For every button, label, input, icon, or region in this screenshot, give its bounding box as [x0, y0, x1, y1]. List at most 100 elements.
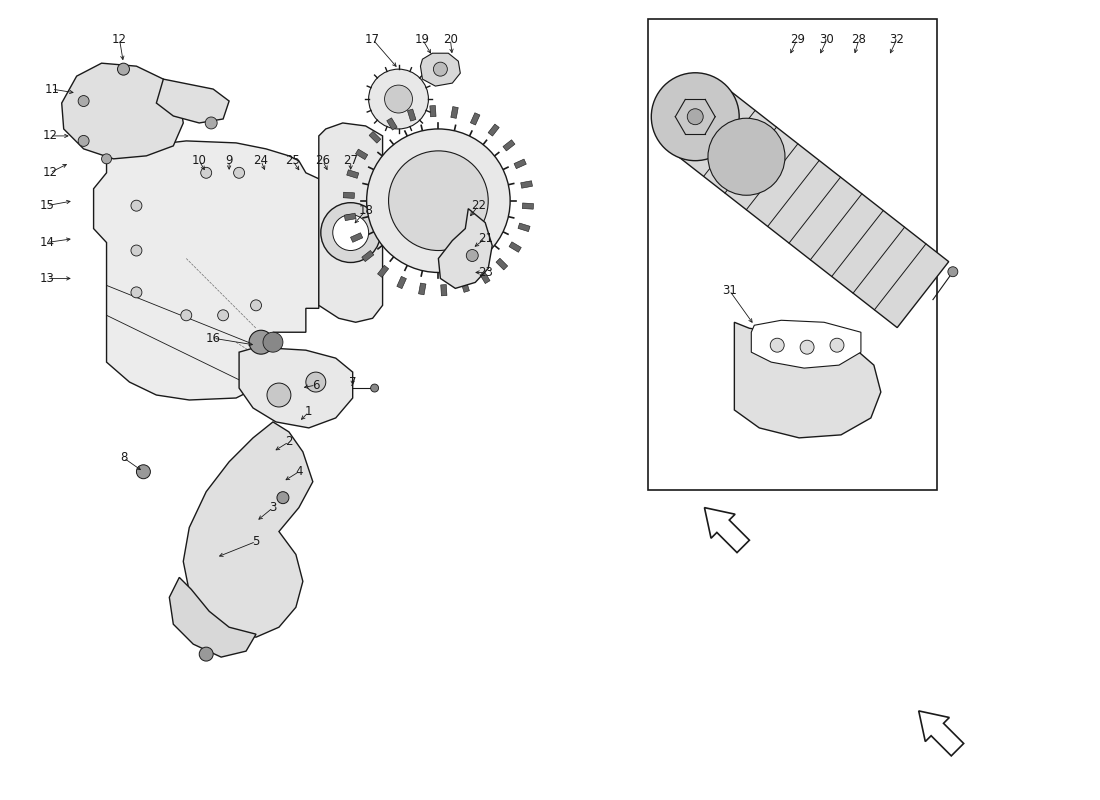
Polygon shape: [94, 141, 319, 400]
Text: 32: 32: [890, 33, 904, 46]
Bar: [343, 192, 354, 198]
Bar: [518, 223, 530, 232]
Bar: [520, 181, 532, 188]
Circle shape: [708, 118, 785, 195]
Text: 24: 24: [253, 154, 268, 167]
Circle shape: [321, 202, 381, 262]
Circle shape: [131, 287, 142, 298]
Circle shape: [306, 372, 326, 392]
Text: 9: 9: [226, 154, 233, 167]
Circle shape: [249, 330, 273, 354]
Polygon shape: [420, 54, 460, 86]
Bar: [522, 203, 534, 209]
Circle shape: [800, 340, 814, 354]
Circle shape: [200, 167, 211, 178]
Circle shape: [206, 117, 217, 129]
Polygon shape: [184, 422, 312, 637]
Circle shape: [131, 245, 142, 256]
Bar: [441, 285, 447, 296]
Polygon shape: [704, 508, 749, 553]
Text: 7: 7: [349, 375, 356, 389]
Text: 31: 31: [722, 284, 737, 297]
Circle shape: [466, 250, 478, 262]
Bar: [430, 106, 436, 117]
Text: 29: 29: [790, 33, 804, 46]
Text: 20: 20: [443, 33, 458, 46]
Bar: [344, 213, 356, 221]
Circle shape: [263, 332, 283, 352]
Circle shape: [948, 266, 958, 277]
Text: 5: 5: [252, 535, 260, 548]
Bar: [509, 242, 521, 252]
Polygon shape: [918, 711, 964, 756]
Circle shape: [333, 214, 369, 250]
Bar: [480, 271, 490, 283]
Text: 21: 21: [477, 232, 493, 245]
Text: 12: 12: [42, 130, 57, 142]
Text: 12: 12: [112, 33, 126, 46]
Text: 2: 2: [285, 435, 293, 448]
Bar: [514, 159, 526, 169]
Circle shape: [366, 129, 510, 273]
Polygon shape: [62, 63, 184, 159]
Text: 28: 28: [851, 33, 867, 46]
Text: 15: 15: [40, 199, 54, 212]
Text: 11: 11: [44, 82, 59, 95]
Circle shape: [371, 384, 378, 392]
Polygon shape: [319, 123, 383, 322]
Polygon shape: [670, 84, 948, 328]
Circle shape: [233, 167, 244, 178]
Circle shape: [385, 85, 412, 113]
Text: 26: 26: [316, 154, 330, 167]
Text: 12: 12: [42, 166, 57, 179]
Text: 23: 23: [477, 266, 493, 279]
Text: 10: 10: [191, 154, 207, 167]
Text: 30: 30: [820, 33, 835, 46]
Text: 4: 4: [295, 466, 302, 478]
Bar: [355, 149, 367, 159]
Text: 3: 3: [270, 501, 277, 514]
Circle shape: [78, 135, 89, 146]
Circle shape: [277, 492, 289, 504]
Bar: [397, 276, 406, 289]
Circle shape: [251, 300, 262, 311]
Circle shape: [78, 95, 89, 106]
Circle shape: [218, 310, 229, 321]
Bar: [418, 283, 426, 295]
Text: 14: 14: [40, 236, 54, 249]
Circle shape: [433, 62, 448, 76]
Bar: [387, 118, 397, 130]
Circle shape: [267, 383, 290, 407]
Polygon shape: [735, 322, 881, 438]
Text: 17: 17: [365, 33, 381, 46]
Text: 16: 16: [206, 332, 221, 345]
Circle shape: [368, 69, 428, 129]
Text: 1: 1: [305, 406, 312, 418]
Bar: [496, 258, 508, 270]
Text: 13: 13: [40, 272, 54, 285]
Bar: [377, 266, 388, 278]
Bar: [362, 250, 374, 262]
Bar: [488, 124, 499, 136]
Polygon shape: [169, 578, 256, 657]
Bar: [648, 19, 937, 490]
Bar: [461, 280, 470, 292]
Circle shape: [118, 63, 130, 75]
Circle shape: [131, 200, 142, 211]
Circle shape: [770, 338, 784, 352]
Text: 22: 22: [471, 199, 486, 212]
Polygon shape: [439, 209, 492, 288]
Text: 25: 25: [286, 154, 300, 167]
Bar: [451, 106, 459, 118]
Bar: [503, 140, 515, 151]
Circle shape: [180, 310, 191, 321]
Text: 8: 8: [120, 451, 128, 464]
Circle shape: [388, 151, 488, 250]
Bar: [346, 170, 359, 178]
Bar: [351, 233, 363, 242]
Text: 19: 19: [415, 33, 430, 46]
Text: 18: 18: [359, 204, 373, 217]
Polygon shape: [239, 348, 353, 428]
Circle shape: [101, 154, 111, 164]
Text: 27: 27: [343, 154, 359, 167]
